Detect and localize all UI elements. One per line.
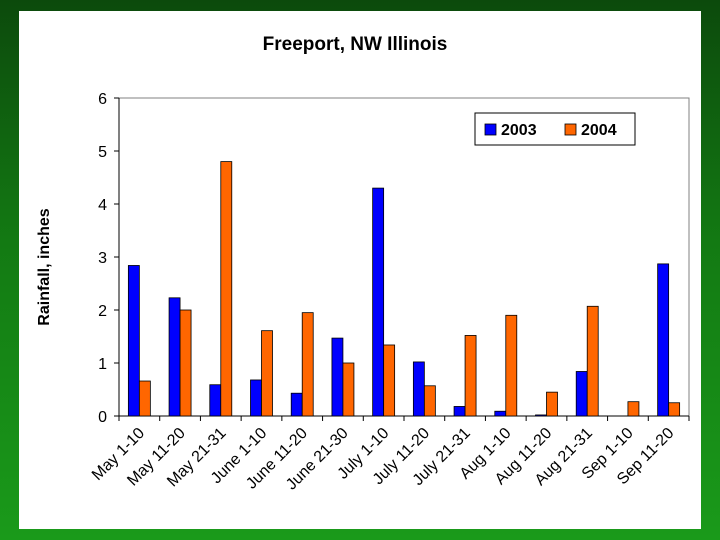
y-tick-label: 3 <box>98 250 107 267</box>
plot-area <box>118 97 690 417</box>
legend: 2003 2004 <box>474 112 636 146</box>
legend-label: 2004 <box>581 122 617 139</box>
bar-2004-july-21-31 <box>464 335 477 417</box>
bar-2003-may-11-20 <box>168 297 181 417</box>
bar-2003-june-1-10 <box>250 379 262 417</box>
chart-title: Freeport, NW Illinois <box>263 34 448 55</box>
legend-swatch <box>564 123 577 136</box>
bar-2003-aug-21-31 <box>575 371 588 417</box>
bar-2003-june-21-30 <box>331 337 344 417</box>
legend-label: 2003 <box>501 122 537 139</box>
bar-2004-aug-1-10 <box>505 314 518 417</box>
bar-2003-aug-11-20 <box>535 414 547 417</box>
bar-2004-sep-11-20 <box>668 402 681 417</box>
bar-2003-may-1-10 <box>127 265 140 417</box>
bar-2004-june-11-20 <box>301 312 314 417</box>
y-tick-label: 2 <box>98 303 107 320</box>
bar-2004-may-1-10 <box>138 380 151 417</box>
bar-2004-july-1-10 <box>383 344 396 417</box>
bar-2003-sep-11-20 <box>657 263 670 417</box>
legend-box <box>474 112 636 146</box>
bar-2004-july-11-20 <box>423 385 436 417</box>
y-tick-label: 6 <box>98 91 107 108</box>
y-axis-label: Rainfall, inches <box>36 208 53 325</box>
slide-background: Freeport, NW Illinois 0 1 2 3 4 5 6 May 1-10 Ma… <box>19 11 701 529</box>
bar-2003-july-11-20 <box>412 361 425 417</box>
bar-2004-aug-11-20 <box>546 391 558 417</box>
bar-2004-june-1-10 <box>261 330 273 417</box>
bar-2003-aug-1-10 <box>494 410 507 417</box>
bar-2003-july-1-10 <box>372 187 385 417</box>
legend-swatch <box>484 123 497 136</box>
y-tick-label: 5 <box>98 144 107 161</box>
y-axis: 0 1 2 3 4 5 6 <box>98 91 120 426</box>
bar-chart: Freeport, NW Illinois 0 1 2 3 4 5 6 May 1-10Ma… <box>36 34 690 493</box>
bar-2004-june-21-30 <box>342 362 355 417</box>
bar-2004-sep-1-10 <box>627 401 640 417</box>
bar-2004-aug-21-31 <box>586 305 599 417</box>
bar-2003-july-21-31 <box>453 406 466 417</box>
y-tick-label: 0 <box>98 409 107 426</box>
bar-2003-may-21-31 <box>209 384 222 417</box>
bar-2004-may-21-31 <box>220 161 233 417</box>
bars-group <box>127 161 681 417</box>
y-tick-label: 4 <box>98 197 107 214</box>
y-tick-label: 1 <box>98 356 107 373</box>
bar-2003-june-11-20 <box>290 392 303 417</box>
bar-2004-may-11-20 <box>179 309 192 417</box>
